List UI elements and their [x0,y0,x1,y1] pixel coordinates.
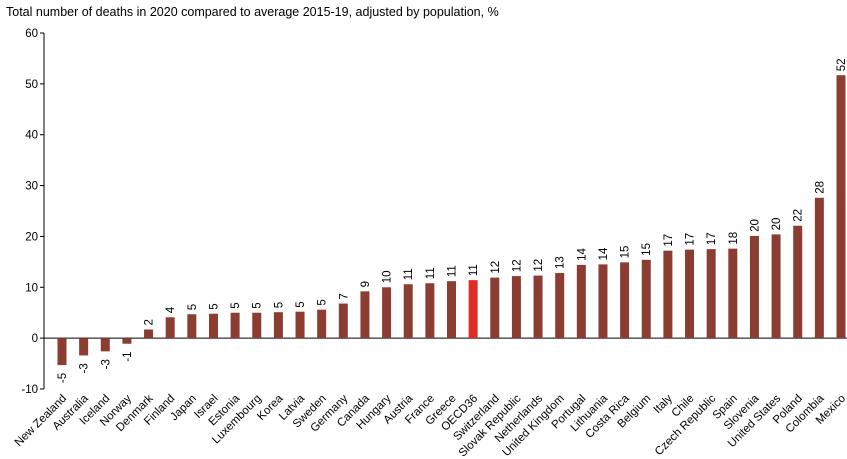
y-tick-label: 40 [25,130,38,142]
y-tick-label: 30 [25,181,38,193]
data-label: 13 [555,256,567,269]
bar-lithuania [598,264,608,339]
data-label: 12 [511,259,523,272]
bar-hungary [382,287,392,339]
y-tick-label: 50 [25,79,38,91]
bar-australia [79,338,89,356]
data-label: 14 [598,247,610,260]
bar-switzerland [490,277,500,339]
data-label: 9 [360,281,372,287]
bar-slovak-republic [511,276,521,339]
data-label: 11 [403,268,415,280]
data-label: -3 [79,363,91,373]
bar-united-states [771,234,781,339]
bar-poland [793,225,803,339]
bar-iceland [100,338,110,352]
data-label: 17 [663,234,675,247]
bar-france [425,283,435,339]
bar-united-kingdom [555,273,565,339]
data-label: 20 [749,219,761,232]
y-tick-label: 60 [25,28,38,40]
data-label: 5 [208,303,220,309]
data-label: 5 [273,302,285,308]
data-label: 5 [252,302,264,308]
bar-belgium [641,259,651,339]
bar-colombia [814,197,824,339]
bar-portugal [576,264,586,339]
bar-sweden [317,309,327,339]
data-label: 5 [317,299,329,305]
bar-czech-republic [706,249,716,339]
data-label: 12 [533,259,545,272]
data-label: 4 [165,306,177,313]
bar-chile [685,249,695,339]
chart-title: Total number of deaths in 2020 compared … [6,5,499,19]
data-label: 11 [468,264,480,276]
y-tick-label: 20 [25,231,38,243]
y-tick-label: 0 [32,333,38,345]
bar-canada [360,291,370,339]
bar-denmark [144,329,154,339]
bar-greece [447,281,456,339]
data-label: 7 [338,293,350,299]
bar-luxembourg [252,312,262,339]
data-label: 17 [685,233,697,246]
bar-israel [208,313,218,339]
data-label: -3 [100,359,112,369]
data-label: 52 [836,58,847,71]
bar-mexico [836,75,846,339]
data-label: 17 [706,232,718,245]
data-label: 15 [641,243,653,256]
data-label: 14 [576,248,588,261]
bar-austria [403,284,413,339]
bar-italy [663,250,673,339]
data-label: 20 [771,218,783,231]
data-label: 11 [447,265,459,277]
data-label: 28 [814,181,826,194]
data-label: -1 [122,352,134,362]
data-label: 2 [144,319,156,325]
bar-costa-rica [620,262,630,339]
bar-estonia [230,312,240,339]
y-tick-label: 10 [25,282,38,294]
data-label: 22 [793,209,805,222]
data-label: 5 [230,302,242,308]
bar-finland [165,317,175,339]
data-label: -5 [57,373,69,383]
bar-japan [187,314,197,339]
data-label: 12 [490,261,502,274]
data-label: 18 [728,232,740,245]
bar-new-zealand [57,338,67,366]
data-label: 11 [425,267,437,279]
bar-netherlands [533,275,543,339]
data-label: 5 [295,301,307,307]
bar-germany [338,303,348,339]
data-label: 10 [382,270,394,283]
bar-spain [728,248,738,339]
bar-oecd36 [468,280,478,339]
bar-korea [273,312,283,339]
bar-slovenia [749,235,759,339]
data-label: 15 [620,246,632,259]
bar-latvia [295,311,305,339]
y-tick-label: -10 [21,384,38,396]
data-label: 5 [187,304,199,310]
bar-norway [122,338,132,344]
